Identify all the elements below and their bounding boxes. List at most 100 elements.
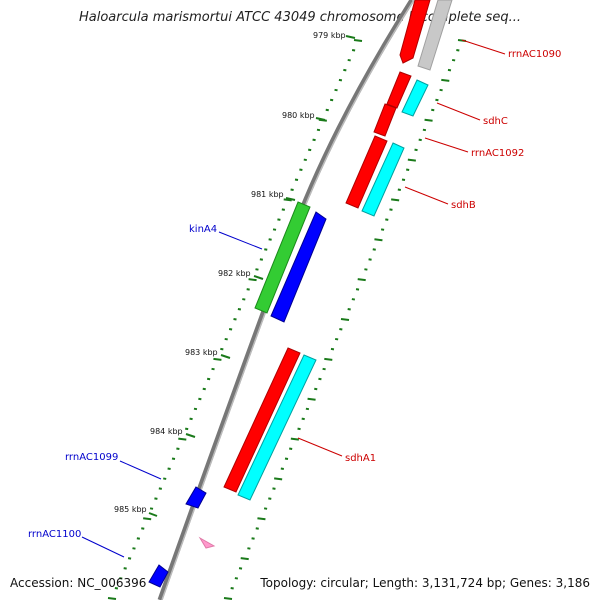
gene-label-kinA4: kinA4 bbox=[189, 224, 217, 235]
scale-tick bbox=[368, 258, 372, 261]
gene-sdhB-red[interactable] bbox=[345, 135, 388, 209]
gene-label-rrnAC1100: rrnAC1100 bbox=[28, 529, 81, 540]
gene-rrnAC1100[interactable] bbox=[148, 564, 169, 588]
scale-tick bbox=[114, 587, 119, 590]
scale-tick bbox=[397, 188, 401, 191]
scale-tick bbox=[307, 397, 316, 401]
scale-tick bbox=[224, 337, 228, 341]
gene-rrnAC1090[interactable] bbox=[399, 0, 431, 64]
gene-rrnAC1099[interactable] bbox=[185, 486, 207, 509]
scale-tick bbox=[334, 337, 339, 341]
scale-tick bbox=[357, 278, 366, 282]
scale-tick bbox=[406, 168, 410, 172]
scale-tick bbox=[380, 228, 385, 231]
scale-tick bbox=[163, 477, 167, 480]
scale-tick bbox=[149, 507, 154, 510]
scale-tick bbox=[297, 427, 301, 431]
scale-tick bbox=[246, 288, 250, 291]
scale-tick bbox=[127, 557, 132, 560]
scale-tick bbox=[299, 168, 303, 172]
gene-sdhA1[interactable] bbox=[237, 354, 317, 501]
scale-tick bbox=[308, 148, 312, 152]
gene-label-sdhC-group[interactable]: sdhC bbox=[436, 102, 508, 127]
scale-tick bbox=[171, 457, 176, 460]
gene-label-rrnAC1092-group[interactable]: rrnAC1092 bbox=[424, 137, 524, 159]
scale-tick bbox=[340, 318, 350, 321]
gene-label-rrnAC1100-group[interactable]: rrnAC1100 bbox=[28, 529, 125, 558]
scale-tick bbox=[289, 447, 293, 451]
scale-tick bbox=[334, 88, 338, 92]
scale-tick bbox=[268, 497, 272, 500]
gene-kinA4[interactable] bbox=[270, 211, 327, 323]
gene-rrnAC1092[interactable] bbox=[373, 103, 397, 137]
scale-tick bbox=[237, 308, 242, 311]
scale-tick bbox=[456, 48, 460, 52]
gene-green-feature[interactable] bbox=[254, 201, 311, 314]
scale-tick bbox=[206, 377, 211, 381]
scale-tick bbox=[123, 567, 127, 570]
scale-tick bbox=[294, 178, 299, 181]
scale-tick bbox=[324, 357, 333, 361]
gene-sdhB[interactable] bbox=[361, 142, 405, 217]
scale-tick bbox=[284, 457, 289, 460]
scale-tick bbox=[418, 138, 422, 142]
scale-tick bbox=[143, 517, 152, 521]
scale-tick bbox=[401, 178, 406, 181]
scale-tick bbox=[290, 188, 294, 191]
scale-tick bbox=[248, 278, 257, 282]
scale-tick bbox=[230, 587, 234, 590]
scale-tick bbox=[178, 437, 187, 441]
scale-tick bbox=[351, 298, 356, 301]
scale-tick bbox=[355, 288, 360, 291]
scale-tick bbox=[316, 128, 321, 132]
scale-tick bbox=[389, 208, 393, 211]
gene-label-sdhB-group[interactable]: sdhB bbox=[404, 186, 476, 211]
scale-tick bbox=[385, 218, 389, 221]
scale-tick bbox=[158, 487, 162, 490]
scale-tick bbox=[347, 58, 351, 62]
gray-feature[interactable] bbox=[417, 0, 453, 71]
scale-tick bbox=[213, 357, 222, 361]
scale-tick bbox=[339, 327, 343, 331]
scale-tick bbox=[202, 387, 206, 391]
scale-tick bbox=[364, 268, 368, 271]
accession-text: Accession: NC_006396 bbox=[10, 576, 147, 590]
scale-tick bbox=[242, 298, 246, 301]
scale-tick bbox=[303, 158, 307, 162]
gene-sdhA1-red[interactable] bbox=[223, 347, 301, 493]
scale-tick bbox=[447, 68, 452, 72]
scale-tick bbox=[347, 308, 351, 311]
gene-sdhC[interactable] bbox=[401, 79, 429, 117]
scale-tick bbox=[233, 318, 237, 321]
scale-tick bbox=[268, 238, 272, 241]
gene-label-rrnAC1092: rrnAC1092 bbox=[471, 148, 524, 159]
scale-tick bbox=[228, 327, 233, 331]
scale-tick bbox=[374, 238, 383, 242]
scale-labels: 979 kbp 980 kbp 981 kbp 982 kbp 983 kbp … bbox=[114, 31, 356, 517]
gene-label-rrnAC1099-group[interactable]: rrnAC1099 bbox=[65, 452, 162, 480]
gene-label-kinA4-group[interactable]: kinA4 bbox=[189, 224, 263, 250]
gene-label-rrnAC1099: rrnAC1099 bbox=[65, 452, 118, 463]
scale-tick bbox=[189, 417, 193, 421]
scale-tick bbox=[193, 407, 198, 411]
gene-label-sdhA1-group[interactable]: sdhA1 bbox=[297, 437, 376, 464]
gene-label-rrnAC1090-group[interactable]: rrnAC1090 bbox=[461, 39, 561, 60]
scale-tick bbox=[330, 347, 335, 351]
scale-tick bbox=[107, 597, 117, 600]
scale-tick bbox=[234, 577, 239, 580]
scale-tick bbox=[322, 367, 326, 371]
scale-tick bbox=[407, 158, 416, 162]
scale-label-982: 982 kbp bbox=[218, 269, 251, 278]
scale-tick bbox=[431, 108, 435, 112]
gene-rrnAC1091-red[interactable] bbox=[386, 71, 412, 109]
scale-tick bbox=[353, 39, 363, 42]
scale-tick bbox=[247, 547, 251, 550]
scale-tick bbox=[441, 78, 450, 82]
pink-marker[interactable] bbox=[198, 536, 216, 549]
scale-tick bbox=[257, 517, 266, 521]
scale-tick bbox=[318, 377, 322, 381]
gene-label-sdhC: sdhC bbox=[483, 116, 508, 127]
scale-ticks-outer bbox=[223, 39, 467, 600]
scale-tick bbox=[314, 387, 318, 391]
